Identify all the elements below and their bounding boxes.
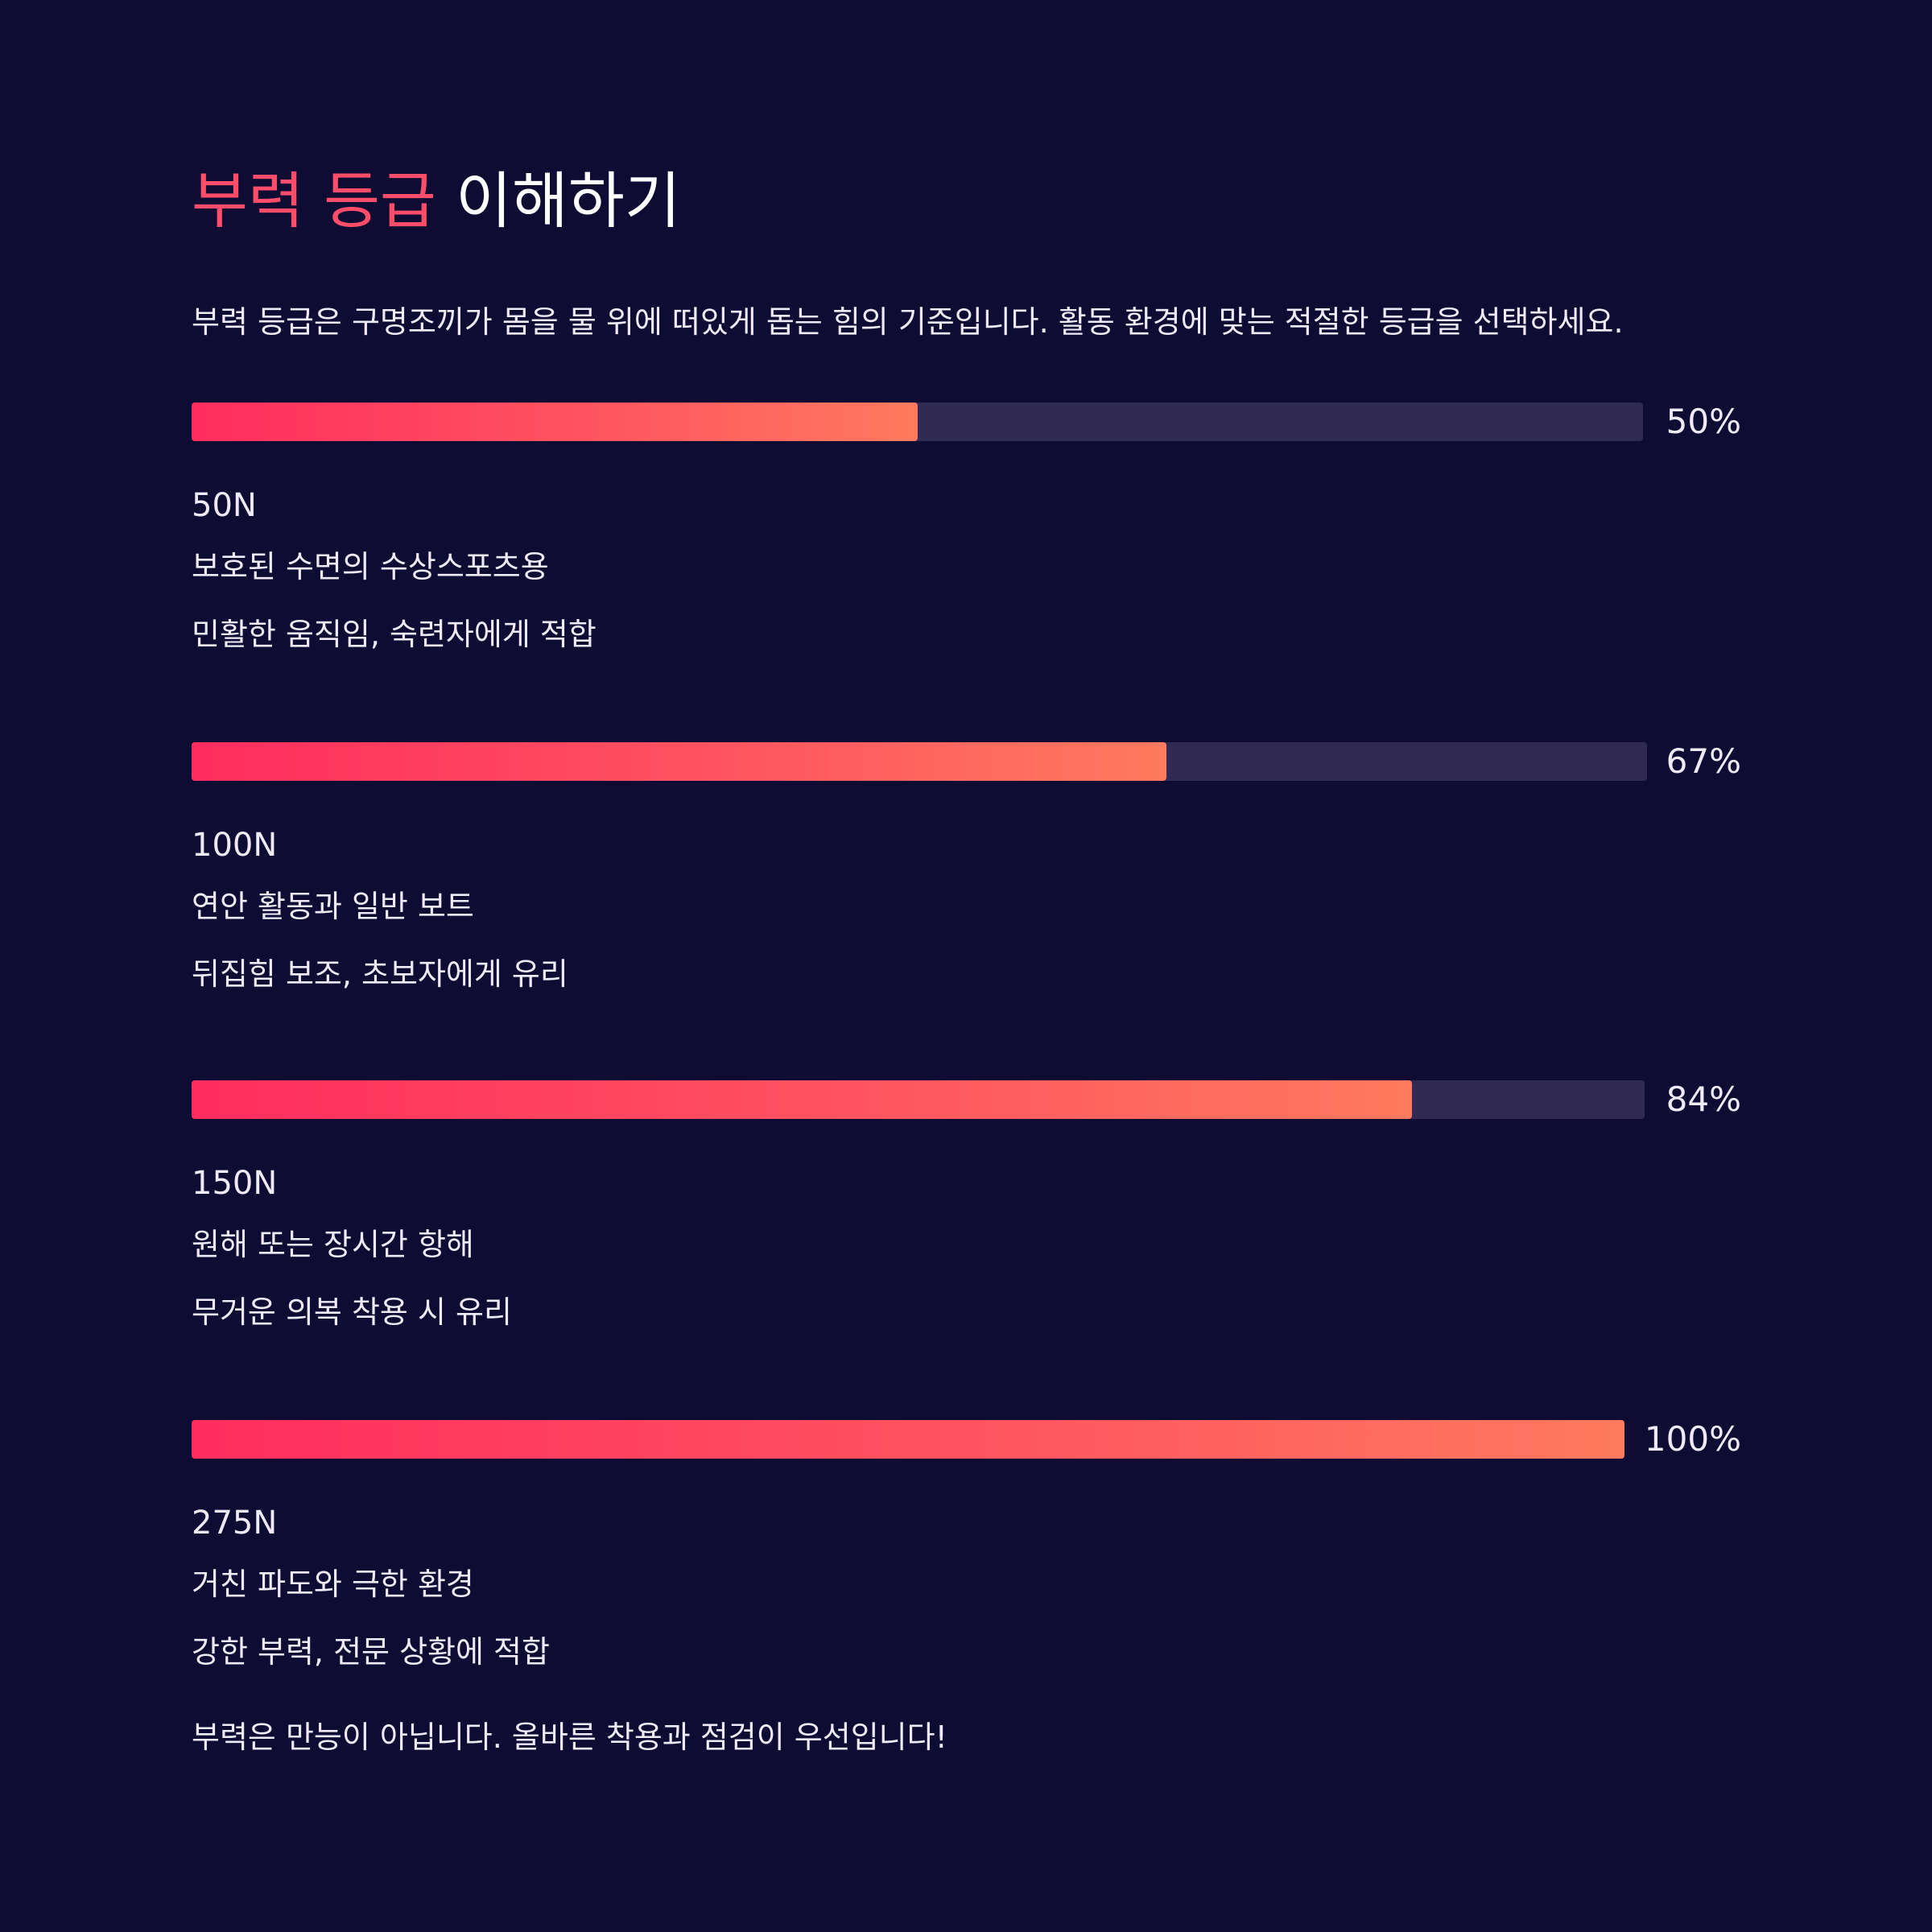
level-use: 거친 파도와 극한 환경 bbox=[192, 1567, 474, 1602]
level-fill bbox=[192, 1420, 1624, 1459]
title-rest: 이해하기 bbox=[436, 165, 681, 237]
level-note: 강한 부력, 전문 상황에 적합 bbox=[192, 1634, 550, 1670]
level-fill bbox=[192, 1080, 1413, 1119]
level-fill bbox=[192, 742, 1167, 781]
level-use: 연안 활동과 일반 보트 bbox=[192, 889, 474, 924]
level-track bbox=[192, 402, 1643, 441]
level-force: 150N bbox=[192, 1165, 278, 1202]
level-use: 원해 또는 장시간 항해 bbox=[192, 1227, 474, 1262]
level-note: 무거운 의복 착용 시 유리 bbox=[192, 1294, 512, 1330]
level-track bbox=[192, 1080, 1645, 1119]
level-force: 100N bbox=[192, 827, 278, 864]
level-track bbox=[192, 742, 1647, 781]
level-percent: 50% bbox=[1666, 402, 1741, 441]
level-fill bbox=[192, 402, 918, 441]
intro-text: 부력 등급은 구명조끼가 몸을 물 위에 떠있게 돕는 힘의 기준입니다. 활동… bbox=[192, 304, 1624, 340]
footer-note: 부력은 만능이 아닙니다. 올바른 착용과 점검이 우선입니다! bbox=[192, 1719, 947, 1755]
level-track bbox=[192, 1420, 1624, 1459]
title-accent: 부력 등급 bbox=[192, 165, 436, 237]
level-use: 보호된 수면의 수상스포츠용 bbox=[192, 549, 549, 584]
level-note: 뒤집힘 보조, 초보자에게 유리 bbox=[192, 956, 568, 992]
buoyancy-infographic: 부력 등급 이해하기 부력 등급은 구명조끼가 몸을 물 위에 떠있게 돕는 힘… bbox=[192, 161, 1741, 1755]
level-percent: 100% bbox=[1644, 1419, 1741, 1459]
level-percent: 84% bbox=[1666, 1080, 1741, 1119]
level-force: 275N bbox=[192, 1505, 278, 1542]
level-percent: 67% bbox=[1666, 741, 1741, 781]
level-force: 50N bbox=[192, 487, 257, 524]
level-note: 민활한 움직임, 숙련자에게 적합 bbox=[192, 617, 597, 652]
page-title: 부력 등급 이해하기 bbox=[192, 161, 1741, 242]
